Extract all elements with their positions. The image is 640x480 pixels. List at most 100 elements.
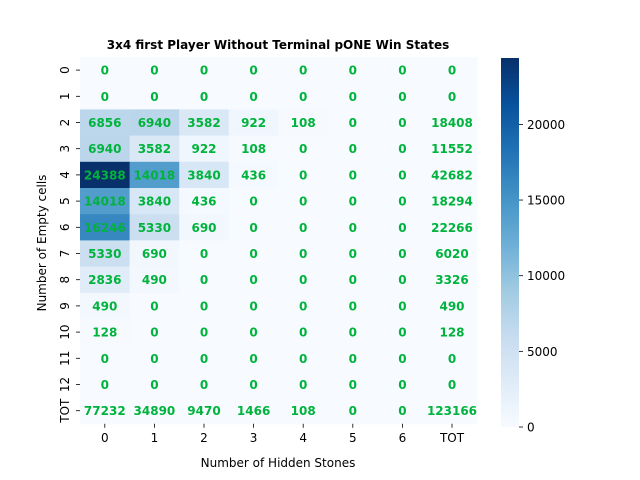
cell-value-label: 0 — [349, 273, 357, 287]
y-tick-label: 1 — [58, 92, 72, 100]
cell-value-label: 6940 — [88, 142, 121, 156]
heatmap-cell — [377, 345, 428, 372]
heatmap-cell — [427, 135, 478, 163]
heatmap-cell — [427, 292, 478, 320]
colorbar: 0 5000 10000 15000 20000 — [501, 58, 565, 435]
cell-value-label: 436 — [241, 168, 266, 182]
heatmap-cell — [278, 397, 329, 425]
heatmap-cell — [80, 188, 131, 215]
cell-value-label: 0 — [249, 378, 257, 392]
heatmap-cell — [179, 135, 230, 163]
cell-value-label: 0 — [398, 378, 406, 392]
x-tick-label: TOT — [439, 431, 465, 445]
cell-value-label: 3840 — [187, 168, 220, 182]
cell-value-label: 22266 — [431, 221, 473, 235]
cell-value-label: 0 — [349, 352, 357, 366]
cell-value-label: 0 — [398, 116, 406, 130]
cell-value-label: 0 — [299, 90, 307, 104]
cell-value-label: 0 — [349, 168, 357, 182]
heatmap-cell — [377, 188, 428, 215]
cell-value-label: 0 — [249, 299, 257, 313]
y-tick-label: TOT — [58, 398, 72, 424]
heatmap-cell — [228, 57, 279, 84]
heatmap-cell — [179, 266, 230, 294]
heatmap-cell — [377, 397, 428, 425]
heatmap-cell — [328, 214, 379, 241]
heatmap-cell — [179, 292, 230, 320]
heatmap-cell — [328, 266, 379, 294]
heatmap-cell — [328, 161, 379, 189]
cell-value-label: 0 — [200, 64, 208, 78]
colorbar-tick-label: 10000 — [527, 269, 565, 283]
cell-value-label: 0 — [349, 247, 357, 261]
x-tick-label: 1 — [151, 431, 159, 445]
cell-value-label: 108 — [291, 404, 316, 418]
heatmap-cell — [179, 397, 230, 425]
heatmap-cell — [427, 109, 478, 137]
heatmap-cell — [129, 135, 180, 163]
cell-value-label: 123166 — [427, 404, 477, 418]
heatmap-cell — [129, 319, 180, 346]
heatmap-cell — [328, 135, 379, 163]
cell-value-label: 34890 — [134, 404, 176, 418]
cell-value-label: 0 — [150, 326, 158, 340]
cell-value-label: 77232 — [84, 404, 126, 418]
colorbar-tick-label: 0 — [527, 421, 535, 435]
heatmap-cell — [278, 292, 329, 320]
heatmap-cell — [80, 135, 131, 163]
cell-value-label: 490 — [142, 273, 167, 287]
heatmap-cell — [427, 345, 478, 372]
heatmap-cell — [278, 345, 329, 372]
cell-value-label: 108 — [241, 142, 266, 156]
cell-value-label: 0 — [299, 247, 307, 261]
cell-value-label: 0 — [249, 247, 257, 261]
heatmap-cell — [80, 345, 131, 372]
y-tick-label: 10 — [58, 324, 72, 339]
cell-value-label: 0 — [398, 299, 406, 313]
cell-value-label: 0 — [200, 299, 208, 313]
colorbar-tick-label: 5000 — [527, 345, 558, 359]
heatmap-cell — [377, 57, 428, 84]
cell-value-label: 0 — [200, 247, 208, 261]
heatmap-cell — [179, 240, 230, 268]
cell-value-label: 0 — [349, 299, 357, 313]
heatmap-cell — [228, 319, 279, 346]
heatmap-cell — [228, 266, 279, 294]
heatmap-cell — [228, 292, 279, 320]
heatmap-cell — [427, 214, 478, 241]
cell-value-label: 9470 — [187, 404, 220, 418]
cell-value-label: 0 — [299, 326, 307, 340]
cell-value-label: 0 — [299, 299, 307, 313]
y-tick-label: 6 — [58, 223, 72, 231]
colorbar-tick-label: 20000 — [527, 118, 565, 132]
cell-value-label: 0 — [299, 352, 307, 366]
cell-value-label: 0 — [398, 195, 406, 209]
heatmap-cell — [377, 266, 428, 294]
heatmap-cell — [179, 109, 230, 137]
cell-value-label: 0 — [349, 90, 357, 104]
cell-value-label: 128 — [92, 326, 117, 340]
cell-value-label: 0 — [398, 326, 406, 340]
chart-title: 3x4 first Player Without Terminal pONE W… — [107, 38, 449, 52]
heatmap-cell — [228, 397, 279, 425]
heatmap-cell — [80, 371, 131, 399]
y-tick-label: 11 — [58, 351, 72, 366]
heatmap-cell — [80, 240, 131, 268]
heatmap-cell — [328, 397, 379, 425]
cell-value-label: 0 — [249, 221, 257, 235]
heatmap-cell — [377, 292, 428, 320]
heatmap-cell — [129, 109, 180, 137]
y-tick-label: 9 — [58, 302, 72, 310]
cell-value-label: 16246 — [84, 221, 126, 235]
cell-value-label: 0 — [349, 116, 357, 130]
cell-value-label: 3582 — [187, 116, 220, 130]
cell-value-label: 0 — [299, 195, 307, 209]
heatmap-cell — [328, 109, 379, 137]
heatmap-cell — [129, 214, 180, 241]
heatmap-cell — [228, 83, 279, 110]
heatmap-cell — [328, 292, 379, 320]
heatmap-cell — [80, 57, 131, 84]
cell-value-label: 0 — [150, 299, 158, 313]
heatmap-cell — [278, 161, 329, 189]
heatmap-cell — [278, 240, 329, 268]
